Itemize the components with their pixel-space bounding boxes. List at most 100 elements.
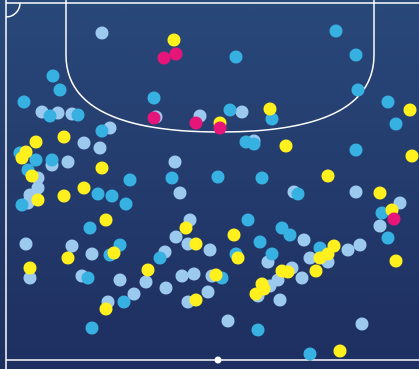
data-point-series-1 [201, 285, 215, 299]
data-point-series-3 [25, 169, 39, 183]
data-point-series-2 [291, 187, 305, 201]
data-point-series-3 [249, 287, 263, 301]
data-point-series-2 [45, 153, 59, 167]
data-point-series-3 [57, 189, 71, 203]
data-point-series-3 [189, 293, 203, 307]
data-point-series-3 [209, 268, 223, 282]
data-point-series-4 [387, 212, 401, 226]
data-point-series-3 [189, 237, 203, 251]
corner-arc [5, 2, 21, 18]
center-mark [214, 356, 222, 364]
data-point-series-3 [99, 213, 113, 227]
data-point-series-1 [168, 155, 182, 169]
data-point-series-2 [105, 189, 119, 203]
data-point-series-3 [279, 139, 293, 153]
data-point-series-2 [83, 221, 97, 235]
data-point-series-1 [235, 105, 249, 119]
data-point-series-2 [303, 347, 317, 361]
data-point-series-1 [203, 243, 217, 257]
data-point-series-1 [139, 275, 153, 289]
data-point-series-2 [119, 197, 133, 211]
data-point-series-1 [19, 237, 33, 251]
data-point-series-1 [295, 271, 309, 285]
data-point-series-2 [53, 83, 67, 97]
data-point-series-1 [303, 251, 317, 265]
data-point-series-3 [23, 261, 37, 275]
data-point-series-1 [273, 293, 287, 307]
data-point-series-2 [17, 95, 31, 109]
data-point-series-1 [159, 281, 173, 295]
data-point-series-1 [169, 230, 183, 244]
data-point-series-2 [351, 83, 365, 97]
data-point-series-3 [333, 344, 347, 358]
data-point-series-1 [373, 219, 387, 233]
data-point-series-3 [77, 181, 91, 195]
data-point-series-3 [167, 33, 181, 47]
data-point-series-2 [29, 153, 43, 167]
data-point-series-2 [91, 187, 105, 201]
data-point-series-4 [169, 47, 183, 61]
data-point-series-3 [107, 246, 121, 260]
data-point-series-2 [375, 206, 389, 220]
data-point-series-2 [46, 69, 60, 83]
data-point-series-3 [15, 151, 29, 165]
data-point-series-2 [117, 295, 131, 309]
data-point-series-2 [255, 171, 269, 185]
data-point-series-3 [403, 103, 417, 117]
data-point-series-3 [373, 186, 387, 200]
data-point-series-2 [275, 221, 289, 235]
data-point-series-4 [147, 111, 161, 125]
data-point-series-3 [405, 149, 419, 163]
data-point-series-2 [153, 251, 167, 265]
data-point-series-2 [251, 323, 265, 337]
data-points [13, 24, 419, 361]
data-point-series-3 [309, 264, 323, 278]
data-point-series-1 [61, 155, 75, 169]
data-point-series-4 [157, 51, 171, 65]
data-point-series-3 [179, 221, 193, 235]
data-point-series-1 [65, 239, 79, 253]
data-point-series-1 [23, 271, 37, 285]
data-point-series-1 [349, 185, 363, 199]
data-point-series-3 [263, 102, 277, 116]
data-point-series-2 [147, 91, 161, 105]
data-point-series-2 [389, 117, 403, 131]
data-point-series-1 [95, 26, 109, 40]
data-point-series-1 [355, 317, 369, 331]
data-point-series-2 [265, 247, 279, 261]
data-point-series-3 [389, 254, 403, 268]
data-point-series-2 [85, 321, 99, 335]
data-point-series-2 [95, 124, 109, 138]
data-point-series-2 [381, 231, 395, 245]
data-point-series-2 [71, 108, 85, 122]
data-point-series-1 [341, 243, 355, 257]
data-point-series-2 [329, 24, 343, 38]
data-point-series-2 [43, 109, 57, 123]
data-point-series-1 [127, 287, 141, 301]
data-point-series-2 [211, 170, 225, 184]
data-point-series-1 [77, 136, 91, 150]
data-point-series-2 [349, 48, 363, 62]
data-point-series-4 [213, 121, 227, 135]
data-point-series-3 [99, 302, 113, 316]
data-point-series-1 [353, 238, 367, 252]
data-point-series-2 [241, 213, 255, 227]
data-point-series-3 [31, 193, 45, 207]
data-point-series-1 [93, 141, 107, 155]
data-point-series-2 [165, 171, 179, 185]
data-point-series-3 [61, 251, 75, 265]
data-point-series-3 [227, 228, 241, 242]
data-point-series-3 [57, 130, 71, 144]
data-point-series-1 [221, 314, 235, 328]
data-point-series-4 [189, 116, 203, 130]
data-point-series-1 [113, 273, 127, 287]
data-point-series-3 [321, 247, 335, 261]
data-point-series-3 [29, 135, 43, 149]
data-point-series-1 [175, 269, 189, 283]
data-point-series-3 [281, 265, 295, 279]
data-point-series-1 [85, 247, 99, 261]
data-point-series-3 [231, 251, 245, 265]
